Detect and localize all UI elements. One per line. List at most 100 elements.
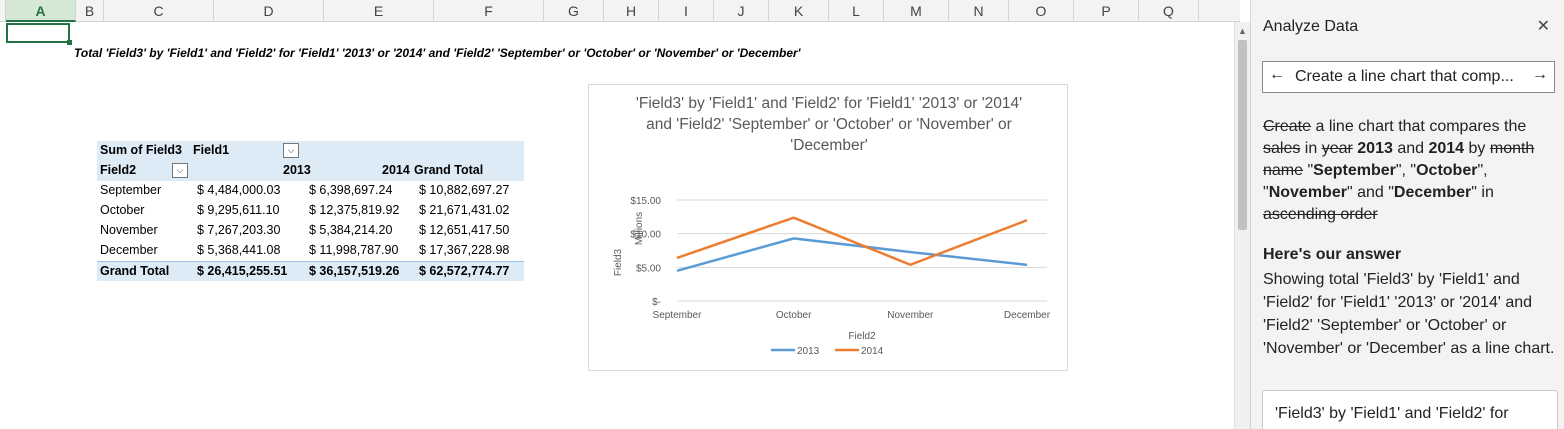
interp-text: ", " (1263, 162, 1488, 201)
pivot-cell-total: $ 10,882,697.27 (419, 183, 510, 197)
column-header-j[interactable]: J (714, 0, 769, 22)
y-tick-label: $15.00 (630, 196, 661, 207)
answer-heading: Here's our answer (1263, 246, 1402, 263)
pivot-cell-total: $ 17,367,228.98 (419, 243, 510, 257)
column-header-i[interactable]: I (659, 0, 714, 22)
x-tick-label: November (887, 310, 934, 321)
row-filter-dropdown[interactable]: ⌵ (172, 163, 188, 178)
column-header-f[interactable]: F (434, 0, 544, 22)
x-tick-label: October (776, 310, 812, 321)
chart-title: 'Field3' by 'Field1' and 'Field2' for 'F… (635, 95, 1023, 154)
pivot-data-row: November $ 7,267,203.30 $ 5,384,214.20 $ 12… (97, 221, 524, 241)
fill-handle[interactable] (67, 40, 72, 45)
ignored-word: month name (1263, 140, 1535, 179)
column-header-g[interactable]: G (544, 0, 604, 22)
column-header-p[interactable]: P (1074, 0, 1139, 22)
close-icon[interactable]: ✕ (1536, 18, 1550, 35)
panel-title: Analyze Data (1263, 18, 1359, 35)
chevron-down-icon: ⌵ (176, 165, 184, 175)
scrollbar-thumb[interactable] (1238, 40, 1247, 230)
grand-total-2013: $ 26,415,255.51 (197, 264, 288, 278)
y-tick-label: $10.00 (630, 230, 661, 241)
pivot-cell-v2014: $ 5,384,214.20 (309, 223, 393, 237)
pivot-column-field-label: Field1 (193, 143, 230, 157)
interp-text: and (1392, 140, 1429, 157)
series-line-2013 (676, 237, 1028, 273)
pivot-cell-v2013: $ 5,368,441.08 (197, 243, 281, 257)
pivot-cell-total: $ 21,671,431.02 (419, 203, 510, 217)
matched-term: October (1416, 162, 1478, 179)
line-chart[interactable]: 'Field3' by 'Field1' and 'Field2' for 'F… (588, 84, 1068, 371)
pivot-cell-label: October (100, 203, 145, 217)
result-card-title: 'Field3' by 'Field1' and 'Field2' for (1275, 405, 1509, 422)
y-tick-label: $5.00 (636, 263, 661, 274)
pivot-table[interactable]: Sum of Field3 Field1 ⌵ Field2 ⌵ 2013 201… (97, 141, 524, 281)
pivot-cell-v2013: $ 4,484,000.03 (197, 183, 281, 197)
pivot-row-field-label: Field2 (100, 163, 137, 177)
y-axis-title: Field3 (613, 248, 624, 276)
grand-total-2014: $ 36,157,519.26 (309, 264, 400, 278)
column-header-b[interactable]: B (76, 0, 104, 22)
column-header-c[interactable]: C (104, 0, 214, 22)
grand-total-label: Grand Total (100, 264, 170, 278)
worksheet-grid[interactable]: Total 'Field3' by 'Field1' and 'Field2' … (0, 22, 1234, 429)
result-card[interactable]: 'Field3' by 'Field1' and 'Field2' for (1262, 390, 1558, 429)
pivot-col-2014: 2014 (382, 163, 410, 177)
answer-text: Showing total 'Field3' by 'Field1' and '… (1263, 271, 1555, 357)
ignored-word: ascending order (1263, 206, 1378, 223)
ignored-word: year (1321, 140, 1353, 157)
legend-label: 2013 (797, 346, 820, 357)
legend-label: 2014 (861, 346, 884, 357)
x-tick-label: December (1004, 310, 1051, 321)
ignored-word: Create (1263, 118, 1312, 135)
pivot-values-label: Sum of Field3 (100, 143, 182, 157)
matched-term: November (1268, 184, 1347, 201)
column-header-m[interactable]: M (884, 0, 949, 22)
query-text: Create a line chart that comp... (1295, 68, 1514, 85)
ignored-word: sales (1263, 140, 1301, 157)
interp-text: a line chart that compares the (1311, 118, 1527, 135)
pivot-cell-v2014: $ 6,398,697.24 (309, 183, 393, 197)
interp-text: in (1300, 140, 1322, 157)
vertical-scrollbar[interactable]: ▲ (1234, 22, 1250, 429)
pivot-cell-v2014: $ 12,375,819.92 (309, 203, 400, 217)
query-interpretation: Create a line chart that compares the sa… (1263, 116, 1559, 226)
x-tick-label: September (653, 310, 703, 321)
arrow-left-icon[interactable]: ← (1269, 66, 1285, 83)
matched-term: December (1393, 184, 1472, 201)
column-header-h[interactable]: H (604, 0, 659, 22)
chevron-down-icon: ⌵ (287, 145, 295, 155)
select-all-corner[interactable] (0, 0, 6, 22)
column-header-d[interactable]: D (214, 0, 324, 22)
sheet-title-text: Total 'Field3' by 'Field1' and 'Field2' … (74, 46, 801, 60)
chart-plot: $- $5.00 $10.00 $15.00 September October Novem… (613, 196, 1051, 357)
interp-text: " (1303, 162, 1314, 179)
arrow-right-icon[interactable]: → (1532, 66, 1548, 83)
column-header-k[interactable]: K (769, 0, 829, 22)
axis-unit-label: Millions (634, 212, 645, 245)
pivot-data-row: December $ 5,368,441.08 $ 11,998,787.90 $ 1… (97, 241, 524, 261)
column-header-l[interactable]: L (829, 0, 884, 22)
pivot-col-grand-total: Grand Total (414, 163, 484, 177)
matched-term: September (1313, 162, 1396, 179)
grand-total-total: $ 62,572,774.77 (419, 264, 510, 278)
column-header-a[interactable]: A (6, 0, 76, 22)
pivot-cell-v2013: $ 9,295,611.10 (197, 203, 280, 217)
x-axis-title: Field2 (848, 331, 876, 342)
column-filter-dropdown[interactable]: ⌵ (283, 143, 299, 158)
column-header-q[interactable]: Q (1139, 0, 1199, 22)
pivot-data-row: October $ 9,295,611.10 $ 12,375,819.92 $ 21… (97, 201, 524, 221)
column-header-o[interactable]: O (1009, 0, 1074, 22)
selected-cell-a1[interactable] (6, 23, 70, 43)
pivot-cell-total: $ 12,651,417.50 (419, 223, 510, 237)
matched-term: 2014 (1428, 140, 1465, 157)
pivot-cell-v2014: $ 11,998,787.90 (309, 243, 399, 257)
pivot-cell-label: September (100, 183, 162, 197)
pivot-grand-total-row: Grand Total $ 26,415,255.51 $ 36,157,519… (97, 261, 524, 281)
column-header-n[interactable]: N (949, 0, 1009, 22)
column-header-e[interactable]: E (324, 0, 434, 22)
scroll-up-icon[interactable]: ▲ (1238, 26, 1247, 36)
pivot-col-2013: 2013 (283, 163, 311, 177)
query-input[interactable]: ← Create a line chart that comp... → (1262, 61, 1555, 93)
